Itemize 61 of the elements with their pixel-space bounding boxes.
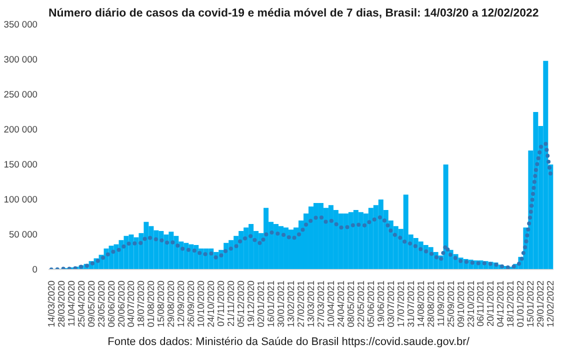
x-tick-label: 09/10/2021 [456, 280, 466, 328]
x-tick-label: 06/06/2020 [106, 280, 116, 328]
x-tick-label: 17/07/2021 [396, 280, 406, 328]
x-tick-label: 25/09/2021 [446, 280, 456, 328]
x-tick-label: 14/08/2021 [416, 280, 426, 328]
y-tick-label: 150 000 [4, 160, 38, 170]
x-tick-label: 27/02/2021 [296, 280, 306, 328]
x-tick-label: 22/05/2021 [356, 280, 366, 328]
x-tick-label: 29/08/2020 [166, 280, 176, 328]
x-tick-label: 11/09/2021 [436, 280, 446, 326]
x-tick-label: 16/01/2021 [266, 280, 276, 328]
x-tick-label: 08/05/2021 [346, 280, 356, 328]
x-tick-label: 13/02/2021 [286, 280, 296, 328]
x-tick-label: 26/09/2020 [186, 280, 196, 328]
x-tick-label: 29/01/2022 [536, 280, 546, 328]
x-tick-label: 25/04/2020 [76, 280, 86, 328]
x-tick-label: 15/01/2022 [526, 280, 536, 328]
x-tick-label: 05/06/2021 [366, 280, 376, 328]
x-tick-label: 01/08/2020 [146, 280, 156, 328]
x-tick-label: 20/11/2021 [486, 280, 496, 326]
x-tick-label: 28/08/2021 [426, 280, 436, 328]
x-tick-label: 24/04/2021 [336, 280, 346, 328]
y-tick-label: 300 000 [4, 54, 38, 64]
source-note: Fonte dos dados: Ministério da Saúde do Brasil https://covid.saude.gov.br/ [108, 335, 470, 350]
x-tick-label: 04/07/2020 [126, 280, 136, 328]
x-tick-label: 23/05/2020 [96, 280, 106, 328]
x-tick-label: 07/11/2020 [216, 280, 226, 326]
x-tick-label: 04/12/2021 [496, 280, 506, 328]
y-tick-label: 250 000 [4, 90, 38, 100]
chart-title: Número diário de casos da covid-19 e média móvel de 7 dias, Brasil: 14/03/20 a 12/02/2022 [48, 8, 539, 20]
x-tick-label: 14/03/2020 [46, 280, 56, 328]
x-tick-label: 21/11/2020 [226, 280, 236, 326]
x-tick-label: 24/10/2020 [206, 280, 216, 328]
x-tick-label: 10/04/2021 [326, 280, 336, 328]
x-tick-label: 03/07/2021 [386, 280, 396, 328]
x-tick-label: 12/02/2022 [546, 280, 556, 328]
x-tick-label: 12/09/2020 [176, 280, 186, 328]
x-tick-label: 11/04/2020 [66, 280, 76, 326]
x-tick-label: 06/11/2021 [476, 280, 486, 326]
x-tick-label: 30/01/2021 [276, 280, 286, 328]
y-tick-label: 100 000 [4, 194, 38, 204]
x-tick-label: 27/03/2021 [316, 280, 326, 328]
x-tick-label: 19/06/2021 [376, 280, 386, 328]
x-tick-label: 19/12/2020 [246, 280, 256, 328]
x-tick-label: 18/07/2020 [136, 280, 146, 328]
y-tick-label: 50 000 [8, 230, 38, 240]
x-tick-label: 20/06/2020 [116, 280, 126, 328]
x-tick-label: 09/05/2020 [86, 280, 96, 328]
x-tick-label: 01/01/2022 [516, 280, 526, 328]
x-tick-label: 18/12/2021 [506, 280, 516, 328]
x-tick-label: 05/12/2020 [236, 280, 246, 328]
x-tick-label: 23/10/2021 [466, 280, 476, 328]
x-tick-label: 15/08/2020 [156, 280, 166, 328]
x-tick-label: 10/10/2020 [196, 280, 206, 328]
x-tick-label: 13/03/2021 [306, 280, 316, 328]
x-tick-label: 28/03/2020 [56, 280, 66, 328]
y-tick-label: 350 000 [4, 20, 38, 30]
x-tick-label: 31/07/2021 [406, 280, 416, 328]
y-tick-label: 200 000 [4, 124, 38, 134]
y-tick-label: 0 [32, 264, 38, 274]
x-tick-label: 02/01/2021 [256, 280, 266, 328]
